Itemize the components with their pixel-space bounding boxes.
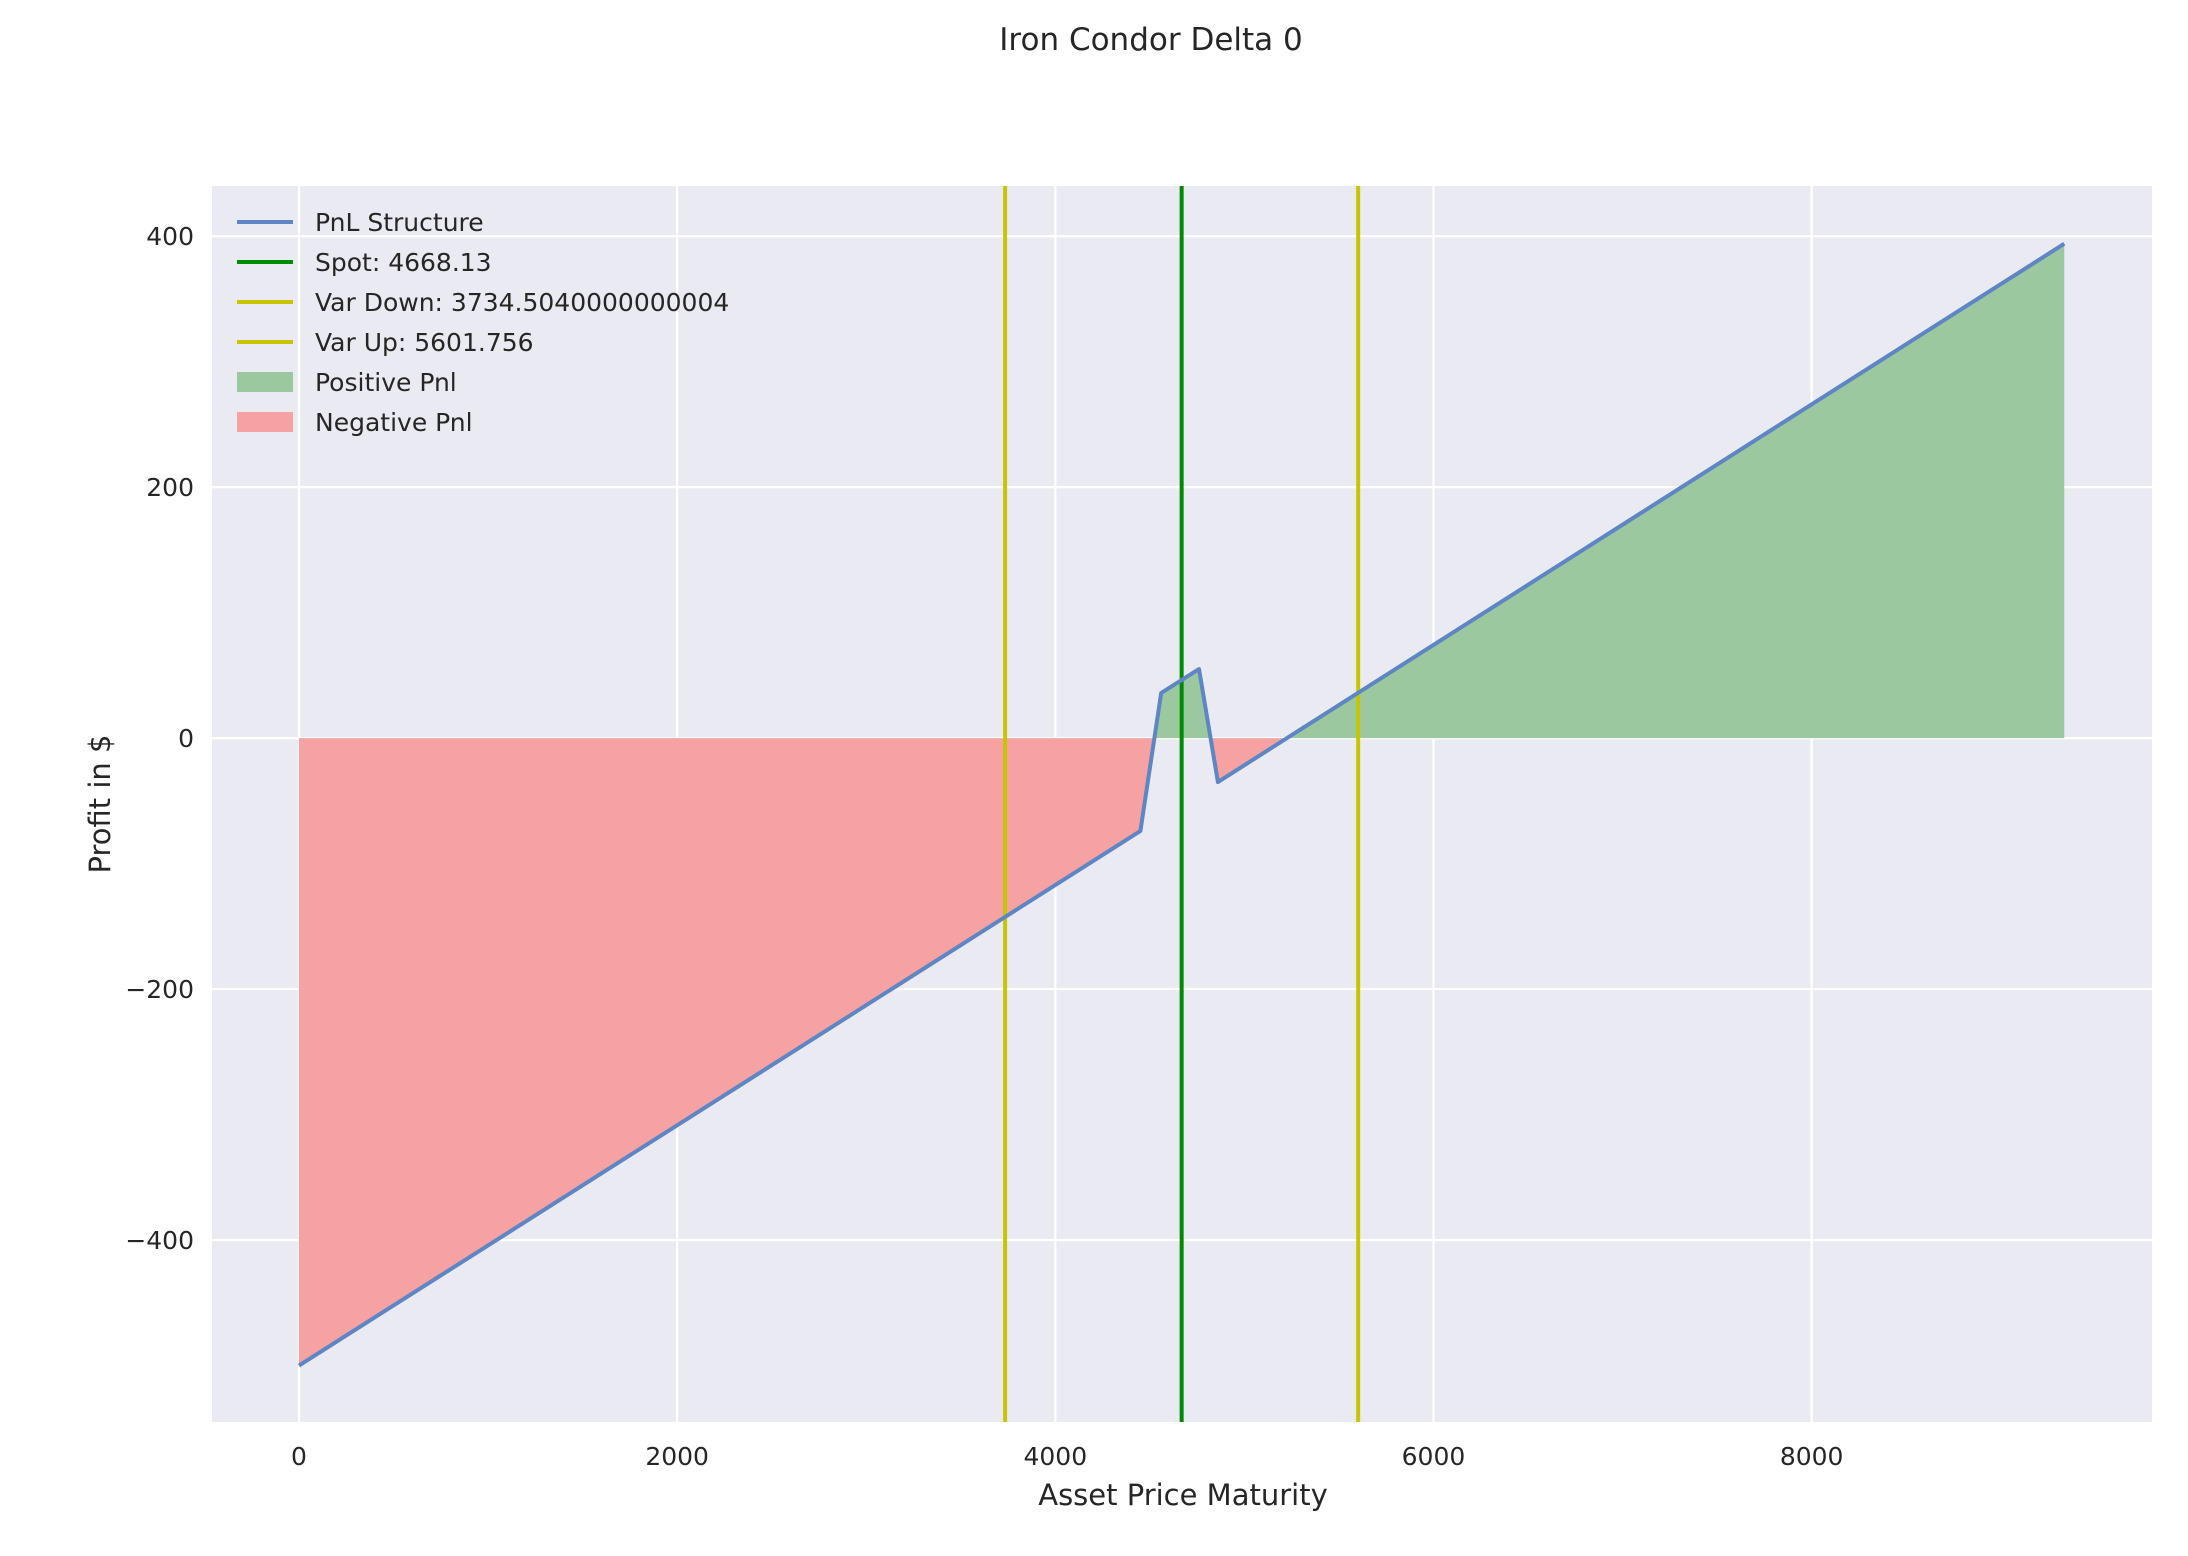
legend-label: Var Up: 5601.756 — [315, 328, 534, 357]
legend-patch-swatch — [237, 372, 293, 392]
legend-label: Var Down: 3734.5040000000004 — [315, 288, 729, 317]
x-tick-label: 2000 — [645, 1442, 709, 1471]
x-tick-label: 0 — [291, 1442, 307, 1471]
legend-positive-pnl: Positive Pnl — [237, 368, 457, 397]
y-tick-labels: −400 −200 0 200 400 — [125, 222, 194, 1255]
legend-pnl-structure: PnL Structure — [237, 208, 484, 237]
pnl-line-layer — [297, 242, 2066, 1368]
y-tick-label: −400 — [125, 1226, 194, 1255]
y-tick-label: −200 — [125, 975, 194, 1004]
legend-var-up: Var Up: 5601.756 — [237, 328, 534, 357]
positive-pnl-area — [298, 243, 2065, 739]
x-tick-label: 8000 — [1780, 1442, 1844, 1471]
y-tick-label: 0 — [178, 724, 194, 753]
legend-label: Positive Pnl — [315, 368, 457, 397]
legend: PnL Structure Spot: 4668.13 Var Down: 3734… — [237, 208, 729, 437]
legend-label: PnL Structure — [315, 208, 484, 237]
y-tick-label: 400 — [146, 222, 194, 251]
legend-var-down: Var Down: 3734.5040000000004 — [237, 288, 729, 317]
chart-title: Iron Condor Delta 0 — [999, 22, 1302, 58]
legend-patch-swatch — [237, 412, 293, 432]
legend-negative-pnl: Negative Pnl — [237, 408, 473, 437]
pnl-structure-line — [297, 242, 2066, 1368]
x-tick-label: 6000 — [1402, 1442, 1466, 1471]
x-axis-label: Asset Price Maturity — [1038, 1478, 1328, 1512]
negative-pnl-area — [298, 738, 2065, 1366]
x-tick-labels: 0 2000 4000 6000 8000 — [291, 1442, 1843, 1471]
pnl-fills — [298, 243, 2065, 1366]
x-tick-label: 4000 — [1024, 1442, 1088, 1471]
legend-label: Negative Pnl — [315, 408, 473, 437]
legend-label: Spot: 4668.13 — [315, 248, 492, 277]
legend-spot: Spot: 4668.13 — [237, 248, 492, 277]
y-axis-label: Profit in $ — [83, 735, 117, 874]
reference-lines — [1003, 186, 1361, 1422]
y-tick-label: 200 — [146, 473, 194, 502]
